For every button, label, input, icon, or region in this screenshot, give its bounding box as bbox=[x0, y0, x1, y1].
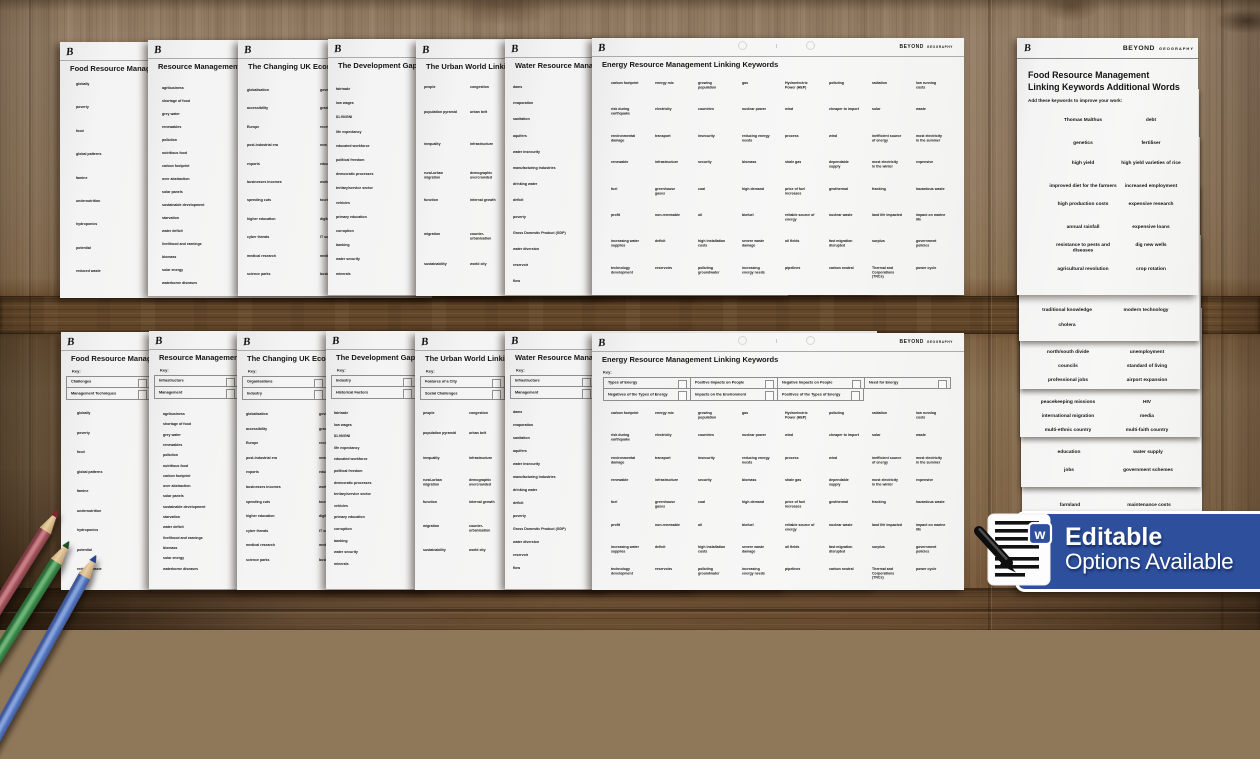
svg-text:w: w bbox=[1034, 526, 1046, 542]
